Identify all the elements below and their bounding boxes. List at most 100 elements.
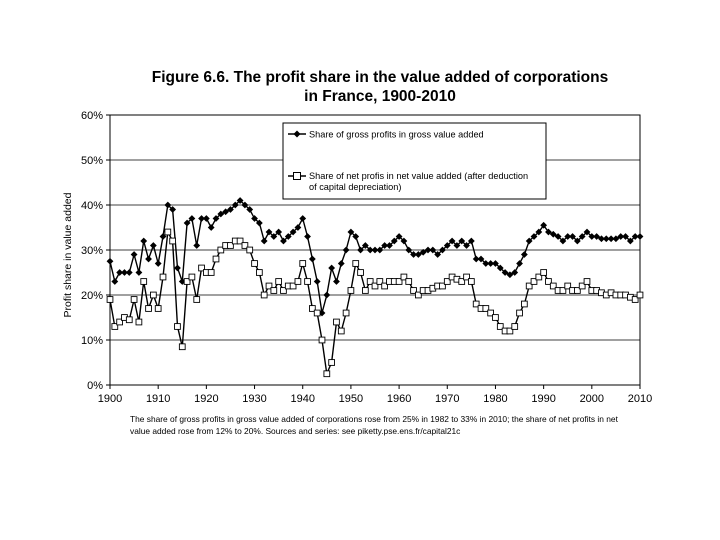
chart-title-line-1: Figure 6.6. The profit share in the valu…: [151, 69, 609, 86]
data-point-gross: [241, 201, 249, 209]
data-point-gross: [145, 255, 152, 263]
data-point-net: [410, 287, 417, 294]
data-point-gross: [227, 206, 234, 213]
data-point-net: [265, 282, 273, 290]
data-point-gross: [357, 246, 364, 254]
data-point-net: [578, 282, 586, 290]
data-point-net: [125, 316, 133, 324]
data-point-gross: [333, 278, 340, 285]
data-point-gross: [564, 233, 572, 240]
data-point-net: [521, 300, 528, 308]
data-point-gross: [386, 242, 393, 249]
data-point-gross: [289, 228, 297, 236]
data-point-net: [357, 269, 364, 276]
data-point-net: [299, 260, 307, 267]
data-point-gross: [434, 251, 442, 258]
data-point-net: [241, 242, 249, 249]
data-point-net: [309, 305, 316, 312]
data-point-net: [140, 278, 148, 285]
data-point-net: [381, 282, 388, 290]
data-point-net: [525, 282, 533, 290]
data-point-net: [289, 282, 297, 290]
data-point-gross: [178, 278, 186, 285]
data-point-gross: [135, 269, 143, 276]
data-point-gross: [477, 255, 485, 263]
data-point-net: [443, 278, 451, 285]
data-point-net: [304, 278, 311, 285]
data-point-net: [631, 296, 639, 303]
x-tick-label: 1970: [435, 393, 459, 405]
data-point-gross: [255, 219, 263, 227]
data-point-gross: [294, 224, 302, 231]
data-point-gross: [424, 246, 432, 254]
data-point-net: [328, 359, 335, 366]
data-point-gross: [453, 242, 461, 249]
x-tick-label: 1960: [387, 393, 411, 405]
data-point-net: [183, 278, 191, 285]
data-point-net: [545, 278, 552, 285]
x-tick-label: 2010: [628, 393, 652, 405]
data-point-gross: [607, 235, 615, 243]
data-point-gross: [125, 269, 133, 276]
data-point-gross: [535, 228, 543, 236]
data-point-net: [516, 309, 523, 317]
data-point-net: [236, 237, 244, 245]
data-point-gross: [352, 233, 360, 240]
data-point-gross: [598, 235, 605, 243]
data-point-gross: [270, 233, 278, 240]
data-point-net: [366, 278, 374, 285]
data-point-gross: [212, 215, 220, 222]
data-point-gross: [371, 246, 379, 254]
data-point-gross: [222, 208, 230, 216]
data-point-net: [559, 287, 567, 294]
data-point-gross: [559, 237, 567, 245]
data-point-gross: [284, 233, 292, 240]
data-point-net: [472, 300, 480, 308]
x-tick-label: 1940: [290, 393, 314, 405]
data-point-net: [342, 309, 350, 317]
data-point-gross: [448, 237, 456, 245]
data-point-net: [376, 278, 384, 285]
data-point-gross: [530, 233, 538, 240]
x-tick-label: 1910: [146, 393, 170, 405]
data-point-gross: [202, 215, 210, 222]
y-tick-label: 60%: [81, 110, 103, 122]
data-point-net: [212, 255, 220, 263]
data-point-gross: [193, 242, 201, 249]
y-axis-label: Profit share in value added: [62, 192, 74, 317]
data-point-net: [198, 264, 205, 272]
data-point-gross: [280, 237, 287, 245]
data-point-gross: [183, 219, 191, 227]
data-point-gross: [231, 201, 239, 209]
data-point-net: [347, 287, 355, 294]
data-point-gross: [106, 257, 114, 265]
data-point-gross: [636, 233, 644, 240]
data-point-gross: [583, 228, 591, 236]
data-point-gross: [472, 255, 480, 263]
data-point-net: [280, 287, 287, 294]
data-point-net: [439, 282, 446, 290]
data-point-net: [362, 287, 369, 294]
data-point-net: [159, 273, 167, 281]
series-line-gross: [109, 199, 640, 314]
data-point-net: [333, 318, 340, 326]
data-point-gross: [439, 246, 446, 254]
data-point-gross: [111, 278, 119, 285]
chart-title: Figure 6.6. The profit share in the valu…: [110, 68, 650, 106]
data-point-gross: [304, 233, 311, 240]
data-point-gross: [217, 210, 225, 218]
chart-caption: The share of gross profits in gross valu…: [130, 414, 618, 436]
data-point-gross: [361, 242, 369, 249]
data-point-net: [251, 260, 258, 267]
data-point-gross: [164, 201, 172, 209]
data-point-net: [275, 278, 282, 285]
data-point-net: [150, 291, 157, 299]
data-point-gross: [458, 237, 466, 245]
data-point-gross: [578, 233, 586, 240]
data-point-gross: [347, 228, 355, 236]
data-point-gross: [414, 251, 422, 258]
data-point-net: [352, 260, 360, 267]
data-point-gross: [467, 237, 475, 245]
data-point-net: [270, 287, 278, 294]
